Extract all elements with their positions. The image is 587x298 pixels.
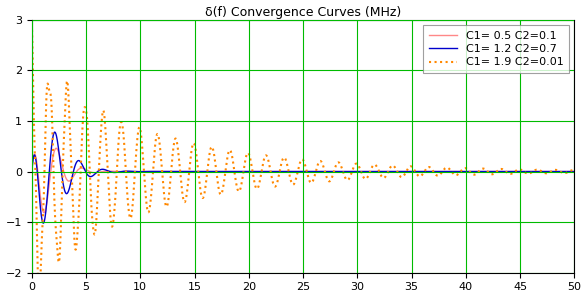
C1= 1.2 C2=0.7 xyxy=(555,170,562,173)
C1= 0.5 C2=0.1 xyxy=(293,170,300,173)
C1= 1.9 C2=0.01 xyxy=(56,253,63,256)
C1= 1.2 C2=0.7 xyxy=(556,170,563,173)
C1= 1.2 C2=0.7 xyxy=(56,159,63,162)
C1= 1.9 C2=0.01 xyxy=(571,168,578,172)
C1= 0.5 C2=0.1 xyxy=(28,170,35,173)
C1= 0.5 C2=0.1 xyxy=(556,170,563,173)
C1= 1.2 C2=0.7 xyxy=(278,170,285,173)
Line: C1= 1.2 C2=0.7: C1= 1.2 C2=0.7 xyxy=(32,132,575,223)
Line: C1= 0.5 C2=0.1: C1= 0.5 C2=0.1 xyxy=(32,148,575,213)
C1= 1.2 C2=0.7 xyxy=(293,170,300,173)
Title: δ(f) Convergence Curves (MHz): δ(f) Convergence Curves (MHz) xyxy=(205,6,402,18)
C1= 1.9 C2=0.01 xyxy=(278,161,285,164)
C1= 0.5 C2=0.1 xyxy=(456,170,463,173)
C1= 0.5 C2=0.1 xyxy=(53,147,60,150)
C1= 0.5 C2=0.1 xyxy=(41,211,48,215)
C1= 1.2 C2=0.7 xyxy=(571,170,578,173)
C1= 1.2 C2=0.7 xyxy=(51,130,58,134)
Legend: C1= 0.5 C2=0.1, C1= 1.2 C2=0.7, C1= 1.9 C2=0.01: C1= 0.5 C2=0.1, C1= 1.2 C2=0.7, C1= 1.9 … xyxy=(423,25,569,73)
C1= 1.2 C2=0.7 xyxy=(28,170,35,173)
C1= 1.9 C2=0.01 xyxy=(555,169,562,173)
C1= 1.9 C2=0.01 xyxy=(292,177,299,181)
C1= 0.5 C2=0.1 xyxy=(571,170,578,173)
C1= 1.9 C2=0.01 xyxy=(28,17,35,21)
C1= 0.5 C2=0.1 xyxy=(278,170,285,173)
C1= 1.2 C2=0.7 xyxy=(40,221,47,225)
C1= 1.2 C2=0.7 xyxy=(456,170,463,173)
C1= 0.5 C2=0.1 xyxy=(56,155,63,159)
C1= 1.9 C2=0.01 xyxy=(555,169,562,173)
C1= 1.9 C2=0.01 xyxy=(456,171,463,175)
Line: C1= 1.9 C2=0.01: C1= 1.9 C2=0.01 xyxy=(32,19,575,298)
C1= 0.5 C2=0.1 xyxy=(555,170,562,173)
